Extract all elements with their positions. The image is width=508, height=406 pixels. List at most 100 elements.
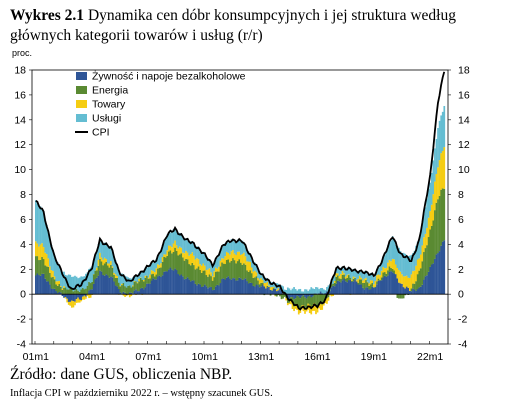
bar-segment [191,280,194,295]
bar-segment [434,181,436,211]
bar-segment [50,270,53,278]
bar-segment [60,292,62,295]
bar-segment [193,265,195,281]
bar-segment [299,298,302,310]
bar-segment [265,283,267,289]
bar-segment [80,300,83,302]
bar-segment [207,269,209,277]
bar-segment [407,294,410,295]
bar-segment [150,280,153,295]
bar-segment [257,280,259,286]
bar-segment [166,250,169,256]
bar-segment [196,246,198,259]
bar-segment [222,258,225,264]
bar-segment [208,268,211,275]
bar-segment [235,280,238,295]
bar-segment [407,277,410,288]
bar-segment [387,245,389,263]
bar-segment [130,294,133,297]
bar-segment [390,271,392,295]
bar-segment [316,307,319,313]
bar-segment [218,266,220,272]
bar-segment [440,153,443,190]
bar-segment [360,272,363,278]
bar-segment [183,260,186,280]
bar-segment [437,167,439,200]
bar-segment [294,298,297,305]
bar-segment [216,257,219,269]
bar-segment [160,276,162,295]
bar-segment [169,267,172,295]
bar-segment [247,251,250,262]
x-tick-label: 10m1 [192,351,218,363]
bar-segment [269,289,272,295]
bar-segment [155,258,158,269]
bar-segment [103,263,106,276]
bar-segment [301,291,303,295]
bar-segment [382,267,385,273]
bar-segment [351,279,353,281]
bar-segment [347,280,350,295]
bar-segment [410,274,413,289]
bar-segment [399,283,402,295]
bar-segment [387,262,389,271]
bar-segment [128,292,131,295]
bar-segment [396,246,399,269]
bar-segment [225,277,228,295]
bar-segment [294,289,297,295]
legend: Żywność i napoje bezalkoholowe Energia Tow… [75,70,246,139]
bar-segment [260,278,263,283]
y-tick-label-left: 8 [20,189,26,201]
x-tick-label: 16m1 [304,351,330,363]
bar-segment [366,281,369,283]
bar-segment [404,288,407,295]
bar-segment [67,274,70,290]
bar-segment [344,269,347,277]
bar-segment [416,274,419,290]
bar-segment [297,308,300,315]
bar-segment [72,294,75,302]
bar-segment [121,283,123,286]
bar-segment [371,286,374,295]
bar-segment [183,238,186,254]
bar-segment [216,268,219,272]
bar-segment [369,272,372,281]
bar-segment [318,303,320,309]
cpi-line-group [35,71,446,311]
bar-segment [163,256,166,272]
bar-segment [424,207,427,234]
bar-segment [102,265,104,276]
bar-segment [83,289,86,295]
bar-segment [127,277,130,286]
bar-segment [362,280,364,283]
bar-segment [344,281,347,295]
bar-segment [161,275,164,295]
bar-segment [63,286,65,288]
bar-segment [229,262,231,279]
bar-segment [401,253,403,275]
bar-segment [149,278,151,284]
bar-segment [261,280,264,283]
bar-segment [390,261,392,268]
bar-segment [235,255,238,264]
bar-segment [285,298,288,301]
bar-segment [99,252,101,259]
bar-segment [130,278,133,288]
bar-segment [291,294,294,297]
bar-segment [111,252,114,267]
bar-segment [330,294,333,297]
bar-segment [443,105,446,148]
bar-segment [391,236,394,259]
bar-segment [412,252,414,272]
bar-segment [268,285,270,287]
bar-segment [380,277,383,281]
bar-segment [160,250,162,264]
bar-segment [371,274,374,281]
bar-segment [177,248,180,256]
bar-segment [283,289,286,293]
bar-segment [340,282,342,295]
bar-segment [402,252,405,277]
bar-segment [250,259,253,268]
bar-segment [304,308,306,314]
bar-segment [441,111,444,152]
